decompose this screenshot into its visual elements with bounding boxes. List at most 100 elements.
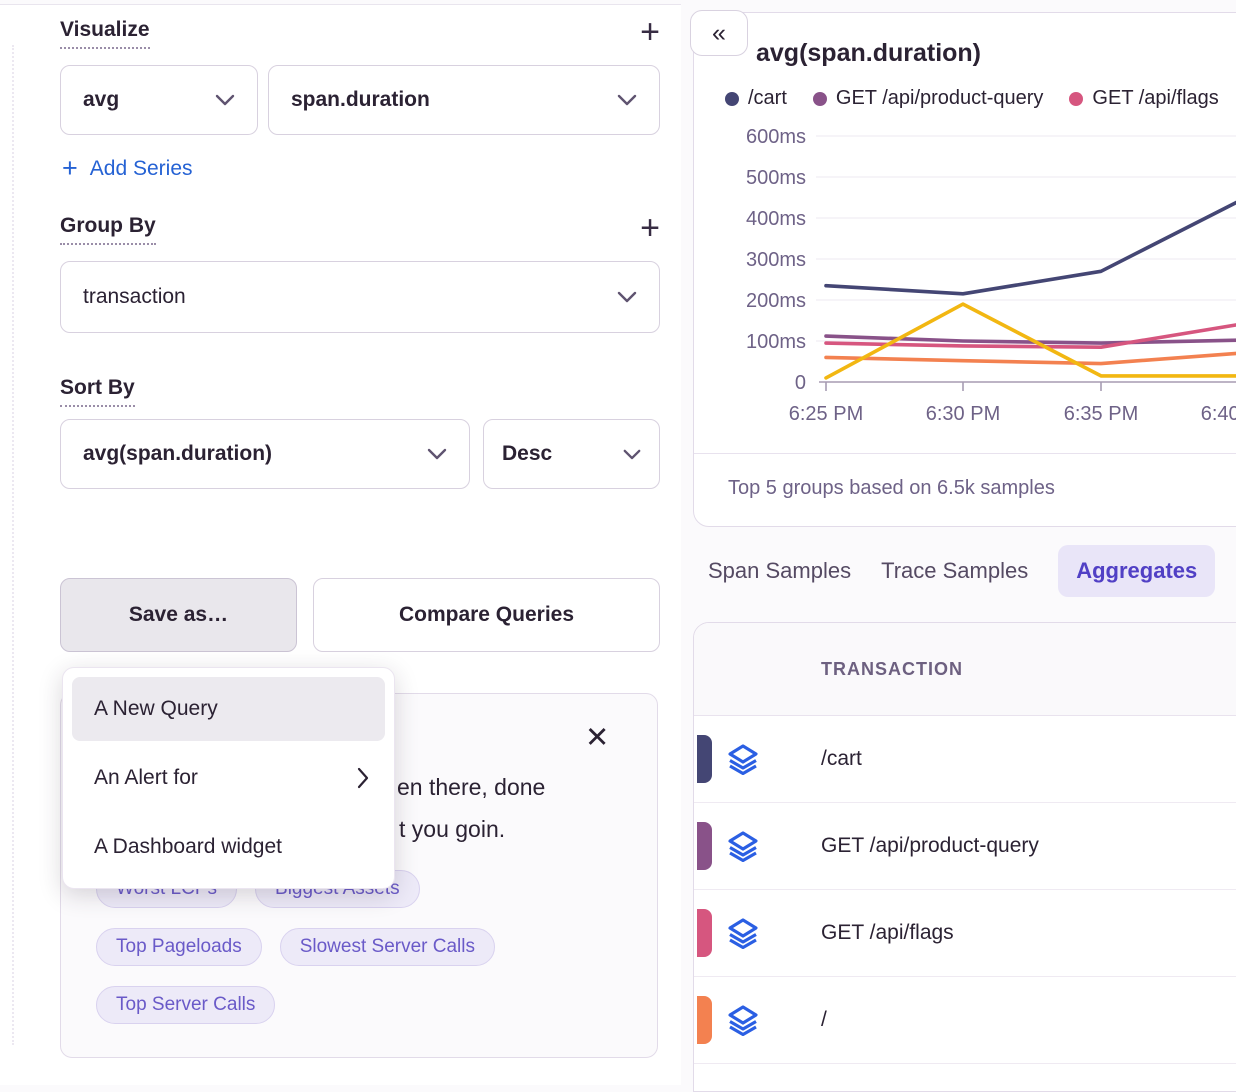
sort-by-row: avg(span.duration) Desc xyxy=(60,419,660,489)
layers-icon xyxy=(728,918,758,950)
samples-tabs: Span Samples Trace Samples Aggregates xyxy=(708,543,1216,599)
suggested-query-chip-top-server-calls[interactable]: Top Server Calls xyxy=(96,986,276,1024)
sort-by-section-header: Sort By xyxy=(60,375,660,408)
y-axis-tick-label: 500ms xyxy=(746,167,806,189)
transaction-column-header: TRANSACTION xyxy=(821,659,963,679)
chart-footer-text: Top 5 groups based on 6.5k samples xyxy=(728,477,1055,499)
field-select[interactable]: span.duration xyxy=(268,65,660,135)
add-series-button[interactable]: + Add Series xyxy=(62,155,193,182)
menu-item-label: A New Query xyxy=(94,697,218,720)
sort-field-select[interactable]: avg(span.duration) xyxy=(60,419,470,489)
series-color-bar xyxy=(697,735,712,783)
legend-item-get-api-flags[interactable]: GET /api/flags xyxy=(1069,87,1219,110)
tab-trace-samples[interactable]: Trace Samples xyxy=(881,558,1029,583)
query-builder-panel: Visualize + avg span.duration + Add Seri… xyxy=(0,4,681,1085)
y-axis-tick-label: 300ms xyxy=(746,249,806,271)
chart-card: avg(span.duration) /cart GET /api/product… xyxy=(693,12,1236,527)
group-by-select[interactable]: transaction xyxy=(60,261,660,333)
compare-queries-button[interactable]: Compare Queries xyxy=(313,578,660,652)
layers-icon xyxy=(728,1005,758,1037)
table-header-row: TRANSACTION xyxy=(694,623,1236,716)
group-by-heading: Group By xyxy=(60,213,156,246)
visualize-row: avg span.duration xyxy=(60,65,660,135)
layers-icon-wrap xyxy=(727,917,759,950)
menu-item-a-new-query[interactable]: A New Query xyxy=(72,677,385,741)
collapse-panel-button[interactable]: « xyxy=(690,10,748,56)
series-color-bar xyxy=(697,909,712,957)
group-by-value: transaction xyxy=(83,285,186,308)
series-line-item xyxy=(824,351,1236,366)
series-color-bar xyxy=(697,996,712,1044)
legend-item-cart[interactable]: /cart xyxy=(725,87,787,110)
legend-swatch-icon xyxy=(812,91,827,106)
sort-field-value: avg(span.duration) xyxy=(83,442,273,465)
tab-aggregates[interactable]: Aggregates xyxy=(1058,545,1216,597)
aggregate-value: avg xyxy=(83,88,120,111)
close-icon[interactable]: ✕ xyxy=(585,722,610,754)
table-row-item[interactable]: / xyxy=(694,977,1236,1064)
menu-item-label: A Dashboard widget xyxy=(94,835,282,858)
y-axis-tick-label: 100ms xyxy=(746,331,806,353)
aggregate-select[interactable]: avg xyxy=(60,65,258,135)
y-axis-tick-label: 400ms xyxy=(746,208,806,230)
suggested-query-chip-slowest-server-calls[interactable]: Slowest Server Calls xyxy=(279,928,495,966)
x-axis-tick-label: 6:35 PM xyxy=(1064,403,1138,425)
suggested-query-chip-top-pageloads[interactable]: Top Pageloads xyxy=(96,928,262,966)
chevron-down-icon xyxy=(427,442,447,466)
tab-span-samples[interactable]: Span Samples xyxy=(708,558,852,583)
save-as-menu: A New Query An Alert for A Dashboard widge… xyxy=(62,667,395,889)
visualize-section-header: Visualize + xyxy=(60,13,660,51)
promo-text-line-2: t you goin. xyxy=(399,816,506,842)
sort-by-heading: Sort By xyxy=(60,375,135,408)
table-row-get-api-flags[interactable]: GET /api/flags xyxy=(694,890,1236,977)
transaction-cell: GET /api/product-query xyxy=(821,834,1039,857)
visualize-heading: Visualize xyxy=(60,17,150,50)
transaction-cell: /cart xyxy=(821,747,862,770)
layers-icon xyxy=(728,831,758,863)
y-axis-tick-label: 0 xyxy=(795,372,806,394)
y-axis-tick-label: 600ms xyxy=(746,126,806,148)
transaction-cell: GET /api/flags xyxy=(821,921,954,944)
plus-icon: + xyxy=(62,153,78,183)
transaction-cell: / xyxy=(821,1008,827,1031)
chart-footer-divider xyxy=(694,453,1236,454)
double-chevron-left-icon: « xyxy=(712,18,726,47)
chips-row-2: Top Pageloads Slowest Server Calls xyxy=(96,928,495,966)
table-row-cart[interactable]: /cart xyxy=(694,716,1236,803)
chevron-down-icon xyxy=(623,442,641,466)
layers-icon-wrap xyxy=(727,830,759,863)
menu-item-a-dashboard-widget[interactable]: A Dashboard widget xyxy=(72,815,385,879)
chevron-right-icon xyxy=(357,767,369,789)
sort-direction-select[interactable]: Desc xyxy=(483,419,660,489)
series-line-get-api-flags xyxy=(824,323,1236,349)
legend-label: /cart xyxy=(748,87,787,109)
chevron-down-icon xyxy=(617,285,637,309)
table-row-get-api-product-query[interactable]: GET /api/product-query xyxy=(694,803,1236,890)
legend-item-get-api-product-query[interactable]: GET /api/product-query xyxy=(812,87,1044,110)
x-axis-tick-label: 6:25 PM xyxy=(789,403,863,425)
x-axis-tick-label: 6:30 PM xyxy=(926,403,1000,425)
save-as-button[interactable]: Save as… xyxy=(60,578,297,652)
add-visualize-button[interactable]: + xyxy=(640,13,660,51)
y-axis-tick-label: 200ms xyxy=(746,290,806,312)
chevron-down-icon xyxy=(215,88,235,112)
promo-text-line-1: en there, done xyxy=(397,774,546,800)
layers-icon xyxy=(728,744,758,776)
layers-icon-wrap xyxy=(727,1004,759,1037)
group-by-section-header: Group By + xyxy=(60,209,660,247)
line-chart[interactable]: 0 100ms 200ms 300ms 400ms 500ms 600ms 6:25 PM 6:… xyxy=(694,109,1236,439)
legend-label: GET /api/product-query xyxy=(835,87,1044,109)
series-line-unnamed xyxy=(824,302,1236,380)
menu-item-label: An Alert for xyxy=(94,766,198,789)
series-line-get-api-product-query xyxy=(824,334,1236,345)
table-body: /cart GET /api/product-query GET /api/flag… xyxy=(694,716,1236,1091)
field-value: span.duration xyxy=(291,88,430,111)
layers-icon-wrap xyxy=(727,743,759,776)
left-edge-decoration xyxy=(12,45,14,1045)
sort-direction-value: Desc xyxy=(502,442,553,465)
menu-item-an-alert-for[interactable]: An Alert for xyxy=(72,746,385,810)
legend-swatch-icon xyxy=(725,91,739,106)
add-group-by-button[interactable]: + xyxy=(640,209,660,247)
chart-title: avg(span.duration) xyxy=(756,39,982,67)
legend-swatch-icon xyxy=(1069,91,1084,106)
